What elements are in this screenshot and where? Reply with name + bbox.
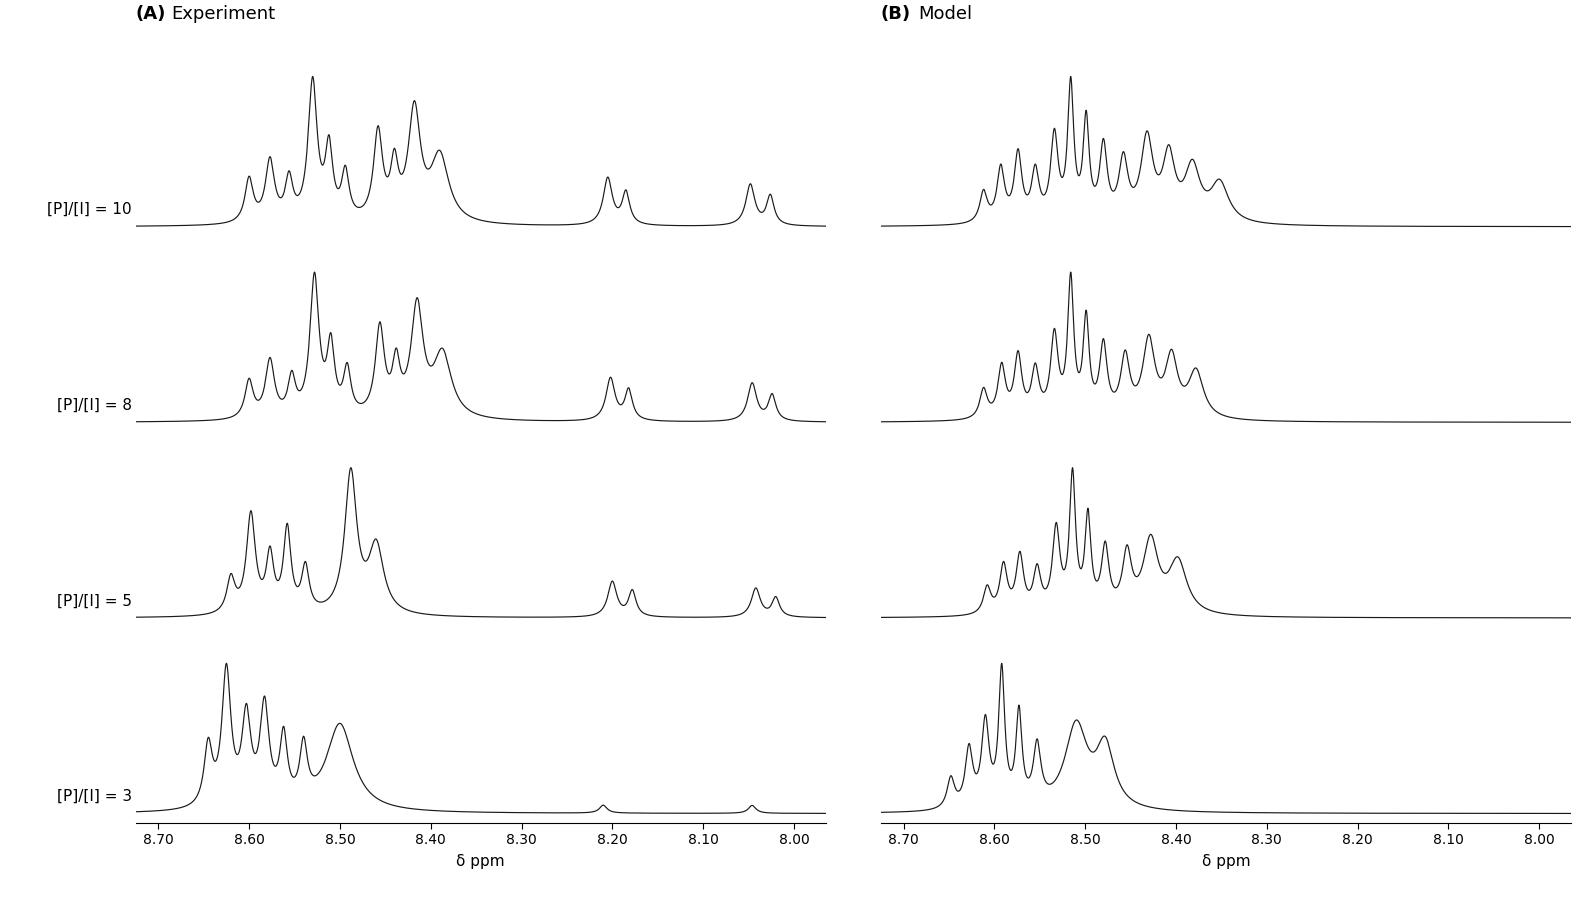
- Text: (B): (B): [880, 5, 911, 23]
- X-axis label: δ ppm: δ ppm: [456, 854, 506, 869]
- X-axis label: δ ppm: δ ppm: [1201, 854, 1250, 869]
- Text: Model: Model: [919, 5, 973, 23]
- Text: Experiment: Experiment: [172, 5, 276, 23]
- Text: (A): (A): [136, 5, 166, 23]
- Text: [P]/[I] = 5: [P]/[I] = 5: [57, 593, 132, 609]
- Text: [P]/[I] = 10: [P]/[I] = 10: [48, 202, 132, 218]
- Text: [P]/[I] = 3: [P]/[I] = 3: [57, 789, 132, 804]
- Text: [P]/[I] = 8: [P]/[I] = 8: [57, 397, 132, 413]
